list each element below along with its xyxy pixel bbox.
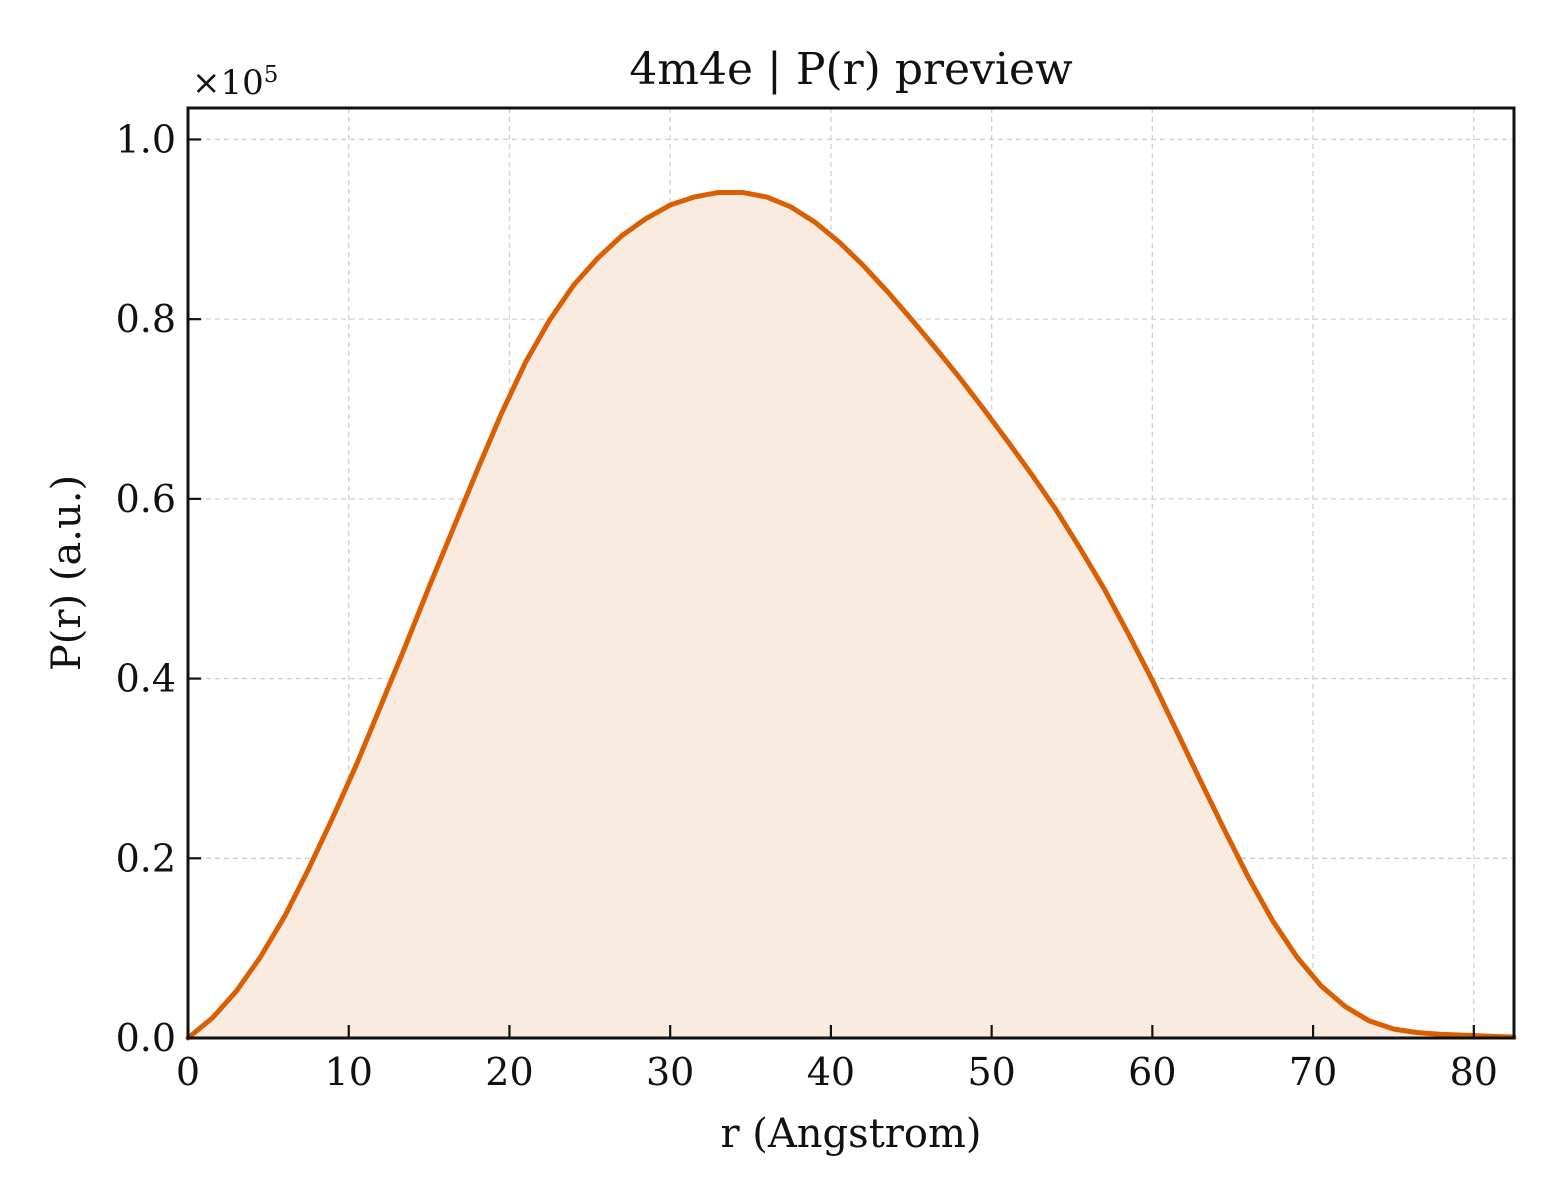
series-line	[185, 189, 1517, 1041]
x-tick-label: 50	[967, 1050, 1015, 1094]
x-tick-label: 80	[1450, 1050, 1498, 1094]
x-tick-label: 70	[1289, 1050, 1337, 1094]
y-axis-label: P(r) (a.u.)	[44, 475, 90, 671]
chart-title: 4m4e | P(r) preview	[629, 44, 1073, 95]
y-tick-label: 0.0	[116, 1016, 176, 1060]
x-tick-label: 20	[485, 1050, 533, 1094]
y-multiplier-exponent: 5	[264, 62, 279, 88]
y-tick-label: 0.4	[116, 657, 176, 701]
x-tick-label: 40	[807, 1050, 855, 1094]
y-tick-label: 0.2	[116, 836, 176, 880]
x-tick-label: 60	[1128, 1050, 1176, 1094]
x-tick-label: 10	[325, 1050, 373, 1094]
y-axis-multiplier: ×105	[192, 62, 278, 103]
y-tick-label: 1.0	[116, 117, 176, 161]
x-tick-label: 30	[646, 1050, 694, 1094]
x-axis-label: r (Angstrom)	[720, 1111, 981, 1157]
y-tick-label: 0.8	[116, 297, 176, 341]
x-tick-labels: 0 10 20 30 40 50 60 70 80	[176, 1050, 1498, 1094]
x-tick-label: 0	[176, 1050, 200, 1094]
y-tick-label: 0.6	[116, 477, 176, 521]
y-multiplier-base: ×10	[192, 63, 264, 103]
area-fill	[188, 192, 1514, 1038]
plot-frame	[186, 106, 1516, 1040]
y-tick-labels: 0.0 0.2 0.4 0.6 0.8 1.0	[116, 117, 176, 1060]
